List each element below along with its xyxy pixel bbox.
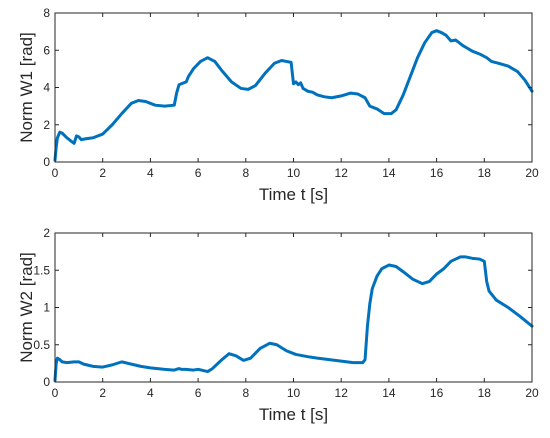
series-line-1	[53, 255, 534, 383]
x-tick-label: 18	[478, 386, 492, 400]
x-tick-label: 8	[242, 386, 249, 400]
y-tick-label: 6	[43, 43, 50, 57]
y-tick-label: 4	[43, 81, 50, 95]
x-tick-label: 18	[478, 166, 492, 180]
x-tick-label: 6	[195, 386, 202, 400]
x-tick-label: 16	[430, 386, 444, 400]
y-tick-label: 0	[43, 155, 50, 169]
series-line-1	[53, 29, 534, 162]
x-tick-label: 8	[242, 166, 249, 180]
chart-top: 0 2 4 6 8 10 12 14 16 18 20 0 2 4 6 8 Time t [s] Norm W1 …	[17, 6, 539, 204]
y-axis-label: Norm W1 [rad]	[17, 32, 36, 143]
x-tick-label: 10	[287, 386, 301, 400]
x-tick-label: 0	[52, 386, 59, 400]
y-tick-label: 0	[43, 375, 50, 389]
plot-frame	[54, 12, 533, 163]
x-tick-label: 2	[99, 386, 106, 400]
x-tick-label: 14	[382, 386, 396, 400]
x-tick-label: 20	[525, 166, 539, 180]
x-tick-label: 0	[52, 166, 59, 180]
x-tick-label: 10	[287, 166, 301, 180]
x-tick-label: 14	[382, 166, 396, 180]
x-tick-label: 16	[430, 166, 444, 180]
x-tick-label: 12	[335, 386, 349, 400]
x-tick-label: 4	[147, 166, 154, 180]
chart-bottom: 0 2 4 6 8 10 12 14 16 18 20 0 0.5 1 1.5 2 Time t [s] Norm…	[17, 226, 539, 424]
x-tick-label: 6	[195, 166, 202, 180]
x-tick-label: 2	[99, 166, 106, 180]
y-tick-label: 1	[43, 301, 50, 315]
y-tick-label: 8	[43, 6, 50, 20]
y-tick-label: 2	[43, 118, 50, 132]
y-tick-label: 2	[43, 226, 50, 240]
x-tick-label: 4	[147, 386, 154, 400]
y-axis-label: Norm W2 [rad]	[17, 252, 36, 363]
x-axis-label: Time t [s]	[259, 405, 328, 424]
x-tick-label: 12	[335, 166, 349, 180]
x-axis-label: Time t [s]	[259, 185, 328, 204]
x-tick-label: 20	[525, 386, 539, 400]
y-tick-label: 0.5	[33, 338, 50, 352]
y-tick-label: 1.5	[33, 263, 50, 277]
